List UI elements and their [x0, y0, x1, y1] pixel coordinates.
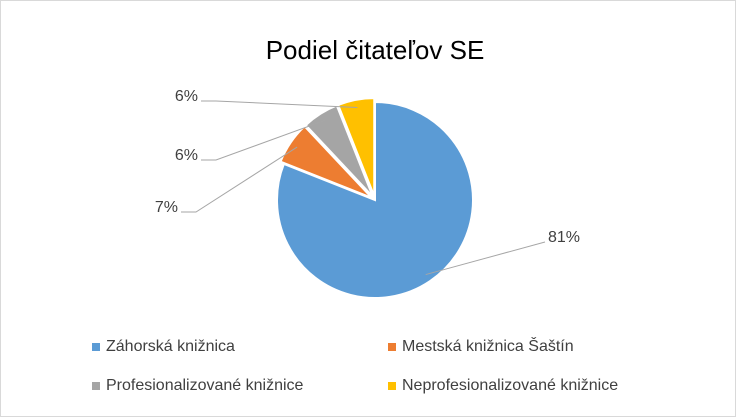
pie-slice	[336, 97, 376, 197]
legend-swatch	[92, 382, 100, 390]
leader-line	[425, 241, 546, 276]
legend-label: Profesionalizované knižnice	[106, 377, 304, 394]
legend-swatch	[388, 343, 396, 351]
data-label: 7%	[155, 199, 178, 216]
leader-line	[181, 146, 298, 213]
pie-slice	[279, 124, 373, 199]
chart-title: Podiel čitateľov SE	[266, 35, 485, 65]
legend-label: Mestská knižnica Šaštín	[402, 336, 574, 355]
legend-swatch	[388, 382, 396, 390]
data-label: 81%	[548, 229, 580, 246]
leader-line	[201, 120, 325, 161]
legend-label: Záhorská knižnica	[106, 338, 235, 355]
pie-slice	[304, 104, 374, 198]
data-label: 6%	[175, 147, 198, 164]
leader-line	[201, 100, 358, 109]
data-label: 6%	[175, 88, 198, 105]
legend-label: Neprofesionalizované knižnice	[402, 377, 618, 394]
pie-slice	[276, 100, 474, 299]
legend-swatch	[92, 343, 100, 351]
